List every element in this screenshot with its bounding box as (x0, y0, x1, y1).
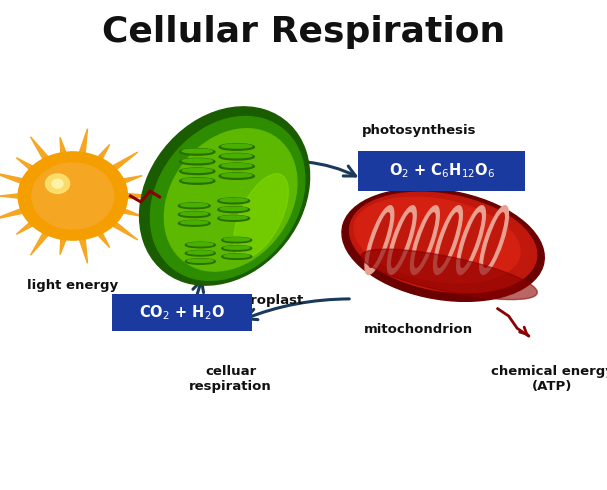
Ellipse shape (410, 206, 439, 274)
Ellipse shape (185, 242, 215, 248)
Polygon shape (16, 217, 41, 234)
Ellipse shape (480, 206, 509, 274)
Ellipse shape (180, 168, 215, 174)
Polygon shape (104, 152, 138, 175)
Circle shape (18, 152, 127, 240)
FancyBboxPatch shape (112, 294, 252, 331)
Text: O$_2$ + C$_6$H$_{12}$O$_6$: O$_2$ + C$_6$H$_{12}$O$_6$ (389, 162, 495, 180)
Text: CO$_2$ + H$_2$O: CO$_2$ + H$_2$O (139, 303, 225, 322)
Text: chloroplast: chloroplast (219, 294, 303, 307)
Ellipse shape (222, 144, 252, 148)
Ellipse shape (219, 173, 254, 179)
Ellipse shape (222, 237, 252, 243)
Ellipse shape (350, 192, 537, 293)
Ellipse shape (219, 153, 254, 160)
Ellipse shape (220, 216, 247, 220)
Ellipse shape (178, 220, 210, 226)
Circle shape (32, 163, 114, 229)
Ellipse shape (369, 213, 390, 268)
Ellipse shape (219, 144, 254, 150)
Ellipse shape (365, 206, 394, 274)
Polygon shape (114, 205, 142, 217)
Ellipse shape (224, 254, 249, 257)
Ellipse shape (182, 149, 212, 153)
Ellipse shape (222, 254, 252, 259)
Ellipse shape (461, 213, 481, 268)
Ellipse shape (188, 243, 213, 246)
Polygon shape (0, 205, 32, 220)
Polygon shape (30, 137, 54, 167)
Ellipse shape (222, 173, 252, 177)
Ellipse shape (484, 213, 504, 268)
Ellipse shape (220, 207, 247, 211)
Ellipse shape (220, 198, 247, 202)
Ellipse shape (218, 198, 249, 204)
Ellipse shape (361, 249, 537, 299)
Ellipse shape (224, 246, 249, 249)
Ellipse shape (140, 107, 310, 285)
Polygon shape (76, 231, 87, 263)
Ellipse shape (151, 117, 305, 280)
Ellipse shape (178, 203, 210, 209)
Ellipse shape (181, 221, 208, 224)
Ellipse shape (415, 213, 435, 268)
Ellipse shape (224, 238, 249, 241)
Ellipse shape (219, 163, 254, 170)
Polygon shape (30, 225, 54, 255)
Polygon shape (104, 217, 138, 240)
Ellipse shape (180, 148, 215, 155)
Ellipse shape (234, 174, 288, 257)
Text: photosynthesis: photosynthesis (362, 124, 476, 137)
Circle shape (46, 174, 70, 194)
Ellipse shape (185, 250, 215, 256)
Polygon shape (114, 175, 142, 187)
Polygon shape (92, 145, 110, 167)
Ellipse shape (182, 169, 212, 172)
Ellipse shape (188, 251, 213, 254)
Ellipse shape (387, 206, 416, 274)
Ellipse shape (188, 259, 213, 262)
Ellipse shape (438, 213, 458, 268)
Text: light energy: light energy (27, 279, 118, 293)
Polygon shape (60, 231, 69, 255)
Ellipse shape (222, 154, 252, 158)
Ellipse shape (180, 158, 215, 165)
Ellipse shape (181, 212, 208, 216)
Ellipse shape (218, 207, 249, 213)
Ellipse shape (182, 178, 212, 182)
Ellipse shape (354, 197, 520, 283)
Circle shape (52, 179, 63, 188)
Ellipse shape (185, 259, 215, 264)
Ellipse shape (222, 164, 252, 168)
Ellipse shape (178, 212, 210, 218)
Ellipse shape (164, 129, 297, 271)
Text: mitochondrion: mitochondrion (364, 323, 473, 337)
Text: chemical energy
(ATP): chemical energy (ATP) (491, 365, 607, 393)
Ellipse shape (180, 178, 215, 184)
Ellipse shape (182, 159, 212, 163)
Ellipse shape (181, 203, 208, 207)
Polygon shape (76, 129, 87, 161)
Polygon shape (92, 225, 110, 247)
Polygon shape (118, 193, 157, 199)
Ellipse shape (218, 216, 249, 221)
Text: Cellular Respiration: Cellular Respiration (102, 15, 505, 49)
Polygon shape (16, 158, 41, 175)
Ellipse shape (433, 206, 463, 274)
Ellipse shape (222, 245, 252, 251)
Ellipse shape (342, 189, 544, 301)
Ellipse shape (456, 206, 486, 274)
Polygon shape (0, 172, 32, 187)
Polygon shape (60, 137, 69, 161)
FancyBboxPatch shape (358, 151, 525, 191)
Ellipse shape (392, 213, 412, 268)
Text: celluar
respiration: celluar respiration (189, 365, 272, 393)
Polygon shape (0, 193, 28, 199)
